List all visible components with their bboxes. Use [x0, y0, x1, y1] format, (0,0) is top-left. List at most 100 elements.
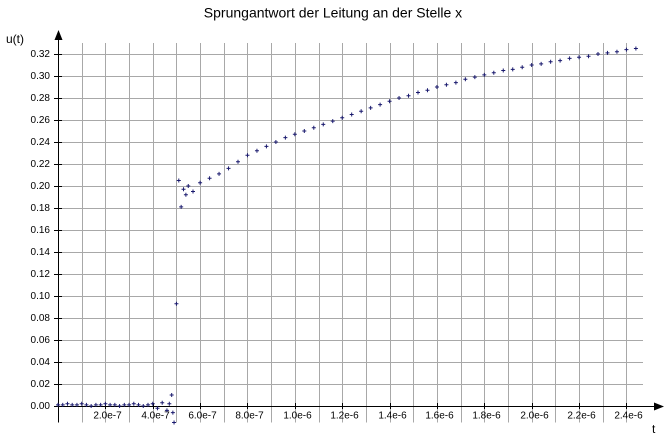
point	[160, 400, 165, 405]
y-tick-label: 0.20	[31, 181, 51, 192]
point	[292, 132, 297, 137]
point	[136, 402, 141, 407]
point	[254, 148, 259, 153]
y-tick-label: 0.18	[31, 203, 51, 214]
point	[164, 408, 169, 413]
x-axis-arrow	[654, 402, 664, 411]
point	[472, 75, 477, 80]
point	[340, 115, 345, 120]
point	[510, 67, 515, 72]
point	[198, 180, 203, 185]
point	[141, 404, 146, 408]
point	[117, 404, 122, 408]
x-tick-label: 6.0e-7	[188, 411, 217, 422]
points	[56, 46, 638, 425]
y-tick-label: 0.26	[31, 115, 51, 126]
y-tick-label: 0.12	[31, 269, 51, 280]
point	[60, 402, 65, 407]
point	[330, 119, 335, 124]
point	[103, 401, 108, 406]
point	[302, 129, 307, 133]
point	[226, 166, 231, 171]
point	[453, 80, 458, 85]
point	[349, 112, 354, 117]
point	[397, 96, 402, 100]
point	[146, 402, 150, 407]
point	[520, 65, 525, 70]
point	[169, 393, 174, 397]
x-tick-label: 2.0e-6	[520, 411, 549, 422]
point	[179, 204, 184, 209]
point	[633, 46, 638, 51]
point	[79, 401, 84, 406]
point	[501, 68, 506, 73]
point	[56, 402, 60, 407]
point	[236, 159, 240, 164]
point	[93, 402, 98, 407]
point	[558, 58, 563, 63]
point	[217, 171, 222, 176]
point	[181, 187, 186, 192]
point	[577, 55, 582, 60]
point	[283, 135, 288, 140]
point	[122, 402, 127, 407]
point	[491, 70, 496, 75]
point	[155, 406, 160, 411]
point	[605, 50, 610, 55]
x-tick-label: 1.8e-6	[472, 411, 501, 422]
point	[191, 189, 195, 194]
point	[172, 420, 177, 425]
point	[74, 402, 79, 407]
x-tick-label: 1.4e-6	[378, 411, 407, 422]
x-tick-label: 1.2e-6	[330, 411, 359, 422]
point	[387, 99, 392, 104]
point	[245, 153, 250, 158]
y-tick-label: 0.00	[31, 401, 51, 412]
point	[548, 59, 553, 64]
point	[567, 56, 572, 61]
point	[539, 61, 544, 66]
y-tick-label: 0.10	[31, 291, 51, 302]
point	[273, 140, 278, 144]
x-tick-label: 2.2e-6	[567, 411, 596, 422]
point	[482, 72, 487, 77]
y-tick-label: 0.32	[31, 49, 51, 60]
x-tick-label: 2.4e-6	[614, 411, 643, 422]
point	[444, 82, 449, 87]
point	[463, 77, 468, 82]
x-axis-label: t	[652, 422, 656, 436]
point	[65, 401, 70, 406]
point	[186, 184, 191, 188]
point	[112, 402, 117, 407]
point	[264, 144, 269, 149]
y-tick-label: 0.28	[31, 93, 51, 104]
y-axis-arrow	[54, 30, 63, 40]
point	[311, 125, 316, 130]
y-tick-label: 0.02	[31, 379, 51, 390]
x-tick-label: 2.0e-7	[93, 411, 122, 422]
y-tick-label: 0.04	[31, 357, 51, 368]
y-tick-label: 0.30	[31, 71, 51, 82]
point	[108, 402, 113, 407]
point	[368, 105, 373, 110]
point	[321, 122, 326, 127]
point	[624, 47, 629, 52]
point	[359, 109, 364, 114]
y-tick-label: 0.16	[31, 225, 51, 236]
point	[529, 63, 534, 67]
point	[174, 301, 179, 306]
point	[425, 88, 430, 93]
point	[84, 402, 89, 407]
point	[586, 54, 591, 59]
axes: 2.0e-7 4.0e-7 6.0e-7 8.0e-7 1.0e-6 1.2e-6 1.4e…	[31, 30, 664, 423]
point	[406, 93, 411, 98]
point	[127, 402, 132, 407]
point	[614, 49, 619, 54]
point	[434, 85, 439, 89]
point	[131, 401, 136, 406]
x-tick-label: 1.6e-6	[425, 411, 454, 422]
x-tick-label: 4.0e-7	[141, 411, 170, 422]
